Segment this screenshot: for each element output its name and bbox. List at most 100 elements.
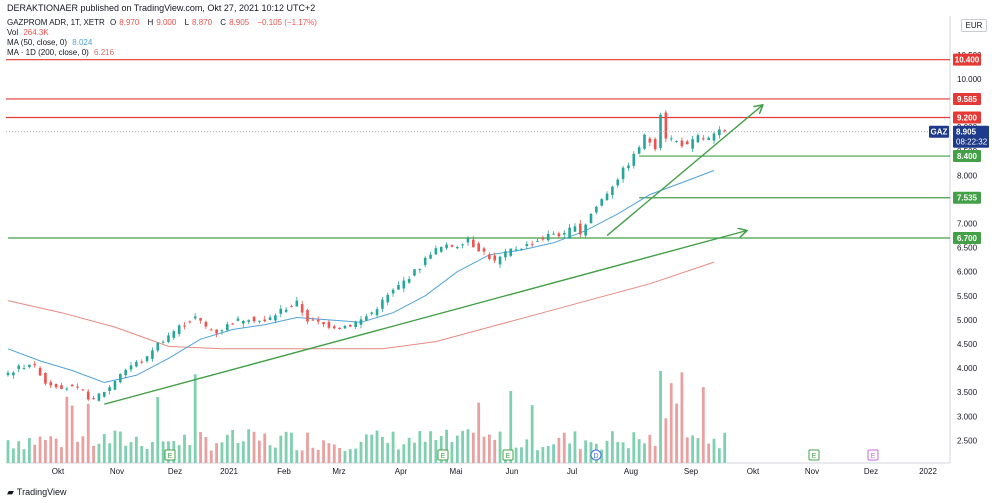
volume-bar (477, 402, 481, 463)
close-value: 8.905 (229, 18, 250, 27)
volume-bar (129, 442, 133, 463)
candle-body (589, 213, 593, 224)
ma200-row[interactable]: MA · 1D (200, close, 0) 6.216 (7, 48, 320, 58)
volume-bar (183, 434, 186, 463)
volume-bar (193, 374, 197, 463)
chart-legend: GAZPROM ADR, 1T, XETR O 8.970 H 9.000 L 8.8… (7, 18, 320, 58)
x-tick-label: Sep (684, 467, 699, 476)
resistance-price-tag (953, 111, 981, 124)
ma200-line[interactable] (7, 261, 715, 350)
event-marker-text: E (506, 453, 511, 460)
volume-bar (257, 440, 261, 463)
ma200-label: MA · 1D (200, close, 0) (7, 48, 89, 57)
volume-bar (76, 441, 79, 463)
volume-bar (220, 442, 224, 463)
candle-body (370, 312, 374, 314)
candle-body (461, 244, 464, 246)
volume-bar (562, 432, 566, 463)
volume-bar (204, 436, 208, 463)
volume-bar (27, 438, 31, 463)
volume-bar (38, 436, 42, 463)
support-price-tag (953, 150, 981, 163)
trendline-arrow[interactable] (104, 231, 746, 405)
volume-bar (627, 448, 630, 463)
candle-body (637, 147, 641, 154)
volume-bar (11, 448, 15, 463)
volume-bar (685, 437, 689, 463)
volume-bar (530, 405, 534, 463)
volume-bar (605, 440, 609, 463)
volume-bar (568, 443, 571, 463)
volume-bar (22, 449, 26, 463)
y-tick-label: 5.500 (957, 292, 978, 301)
candle-body (102, 391, 106, 397)
ma50-label: MA (50, close, 0) (7, 38, 68, 47)
volume-bar (413, 442, 416, 463)
volume-bar (17, 441, 21, 463)
candle-body (119, 373, 122, 383)
candle-body (509, 248, 513, 256)
earnings-marker[interactable] (808, 449, 820, 461)
volume-bar (284, 431, 288, 463)
volume-bar (86, 403, 90, 463)
candle-body (488, 254, 491, 260)
earnings-marker[interactable] (164, 449, 176, 461)
candle-body (627, 165, 630, 169)
trendline-arrow[interactable] (606, 105, 762, 237)
volume-bar (610, 431, 614, 463)
support-price-text: 8.400 (957, 152, 978, 161)
volume-bar (525, 439, 529, 463)
volume-bar (370, 434, 374, 463)
volume-bar (151, 441, 154, 463)
volume-bar (177, 445, 181, 463)
earnings-marker[interactable] (502, 449, 514, 461)
volume-bar (279, 435, 283, 463)
candle-body (22, 368, 26, 370)
candle-body (113, 380, 117, 390)
volume-bar (701, 387, 705, 463)
volume-bar (680, 372, 684, 463)
candle-body (140, 361, 144, 363)
ma50-row[interactable]: MA (50, close, 0) 8.024 (7, 38, 320, 48)
candle-body (493, 255, 497, 261)
volume-bar (348, 449, 352, 463)
candle-body (472, 239, 475, 248)
y-tick-label: 3.500 (957, 388, 978, 397)
candle-body (338, 327, 341, 330)
earnings-marker[interactable] (867, 449, 879, 461)
support-price-tag (953, 191, 981, 204)
volume-bar (145, 449, 149, 463)
candle-body (354, 321, 357, 328)
candle-body (70, 384, 74, 387)
candle-body (723, 130, 727, 132)
resistance-price-text: 10.400 (955, 56, 980, 65)
symbol-tag-text: GAZ (931, 128, 948, 137)
currency-button[interactable]: EUR (961, 19, 987, 32)
candle-body (600, 199, 603, 206)
symbol-label[interactable]: GAZPROM ADR, 1T, XETR (7, 18, 105, 27)
volume-bar (397, 449, 400, 463)
y-tick-label: 4.000 (957, 364, 978, 373)
ma200-value: 6.216 (94, 48, 115, 57)
volume-bar (199, 432, 202, 463)
earnings-marker[interactable] (437, 449, 449, 461)
volume-bar (584, 440, 588, 463)
y-tick-label: 4.500 (957, 340, 978, 349)
volume-row[interactable]: Vol 264.3K (7, 28, 320, 38)
candle-body (562, 233, 566, 235)
volume-bar (552, 444, 555, 463)
candle-body (439, 246, 443, 252)
ma50-line[interactable] (7, 170, 715, 384)
candle-body (12, 372, 15, 376)
x-tick-label: Mai (450, 467, 463, 476)
symbol-tag (929, 125, 949, 138)
volume-bar (306, 432, 309, 463)
candle-body (242, 320, 245, 324)
dividend-marker[interactable] (590, 449, 602, 461)
candle-body (6, 372, 10, 376)
event-marker-text: E (441, 453, 446, 460)
volume-bar (6, 440, 10, 463)
candle-body (236, 318, 240, 321)
candle-body (225, 324, 229, 331)
